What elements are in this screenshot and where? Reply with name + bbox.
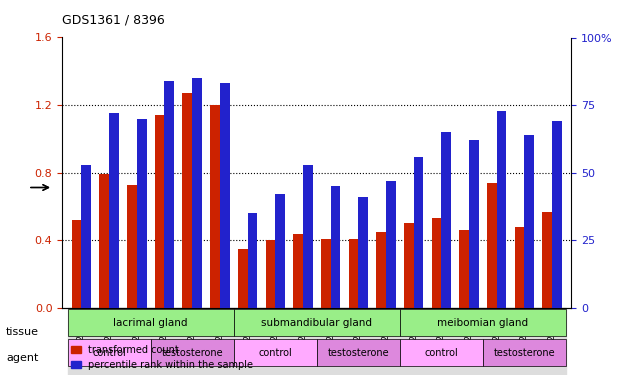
Bar [345, 308, 372, 375]
Bar [432, 218, 442, 308]
Bar [538, 308, 566, 375]
Bar [293, 234, 303, 308]
FancyBboxPatch shape [68, 339, 151, 366]
Text: testosterone: testosterone [494, 348, 555, 358]
Text: control: control [424, 348, 458, 358]
Bar [552, 122, 561, 308]
Bar [427, 308, 455, 375]
Bar [348, 238, 358, 308]
Bar [414, 156, 424, 308]
Bar [72, 220, 81, 308]
Bar [510, 308, 538, 375]
Bar [155, 115, 165, 308]
Bar [165, 81, 174, 308]
Bar [321, 238, 330, 308]
FancyBboxPatch shape [151, 339, 233, 366]
FancyBboxPatch shape [233, 339, 317, 366]
Bar [127, 184, 137, 308]
Bar [455, 308, 483, 375]
Bar [248, 213, 257, 308]
Bar [261, 308, 289, 375]
Bar [289, 308, 317, 375]
Bar [137, 118, 147, 308]
Bar [358, 197, 368, 308]
Bar [542, 211, 552, 308]
FancyBboxPatch shape [317, 339, 400, 366]
Bar [376, 232, 386, 308]
Bar [400, 308, 427, 375]
Text: submandibular gland: submandibular gland [261, 318, 372, 328]
FancyBboxPatch shape [233, 309, 400, 336]
Text: testosterone: testosterone [327, 348, 389, 358]
Bar [68, 308, 95, 375]
Bar [266, 240, 275, 308]
Bar [483, 308, 510, 375]
Legend: transformed count, percentile rank within the sample: transformed count, percentile rank withi… [67, 341, 257, 374]
Bar [497, 111, 506, 308]
Bar [206, 308, 233, 375]
Bar [386, 181, 396, 308]
Bar [317, 308, 345, 375]
FancyBboxPatch shape [400, 339, 483, 366]
Text: control: control [93, 348, 126, 358]
Text: control: control [258, 348, 292, 358]
Text: meibomian gland: meibomian gland [437, 318, 528, 328]
Bar [460, 230, 469, 308]
Bar [233, 308, 261, 375]
Text: tissue: tissue [6, 327, 39, 337]
Bar [442, 132, 451, 308]
Bar [487, 183, 497, 308]
Bar [372, 308, 400, 375]
Text: lacrimal gland: lacrimal gland [114, 318, 188, 328]
Bar [95, 308, 123, 375]
Bar [220, 84, 230, 308]
Bar [178, 308, 206, 375]
Bar [524, 135, 534, 308]
Text: GDS1361 / 8396: GDS1361 / 8396 [62, 13, 165, 26]
Bar [109, 113, 119, 308]
Bar [123, 308, 151, 375]
Bar [183, 93, 192, 308]
FancyBboxPatch shape [483, 339, 566, 366]
Bar [192, 78, 202, 308]
Bar [81, 165, 91, 308]
Bar [404, 224, 414, 308]
Bar [303, 165, 312, 308]
Bar [330, 186, 340, 308]
Bar [151, 308, 178, 375]
Bar [515, 227, 524, 308]
FancyBboxPatch shape [400, 309, 566, 336]
Bar [275, 194, 285, 308]
Text: testosterone: testosterone [161, 348, 223, 358]
Text: agent: agent [6, 353, 39, 363]
Bar [99, 174, 109, 308]
Bar [238, 249, 248, 308]
FancyBboxPatch shape [68, 309, 233, 336]
Bar [469, 140, 479, 308]
Bar [210, 105, 220, 308]
